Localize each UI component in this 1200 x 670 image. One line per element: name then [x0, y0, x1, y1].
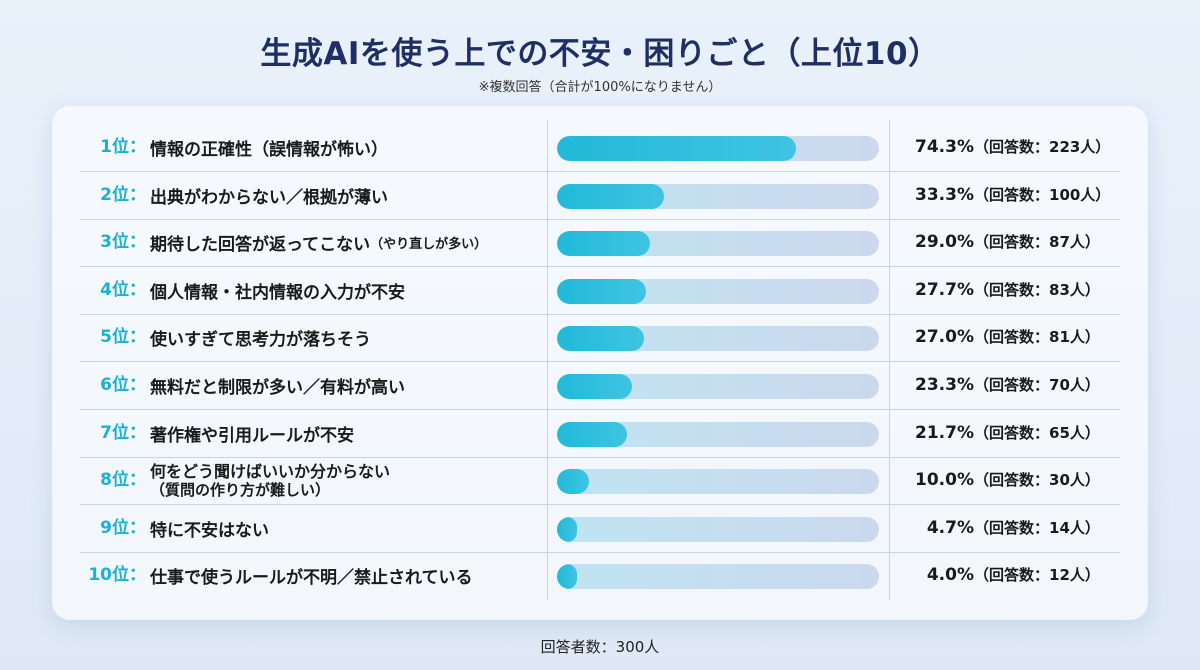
bar-row: 1位： 情報の正確性（誤情報が怖い） 74.3% （回答数：223人） — [80, 124, 1120, 172]
bar — [557, 374, 633, 399]
rank-label: 7位： — [100, 422, 146, 443]
bar — [557, 469, 590, 495]
category-label-text: 特に不安はない — [150, 520, 269, 541]
category-label-text: 無料だと制限が多い／有料が高い — [150, 378, 405, 398]
category-label: 個人情報・社内情報の入力が不安 — [150, 267, 550, 314]
bar-row: 6位： 無料だと制限が多い／有料が高い 23.3% （回答数：70人） — [80, 362, 1120, 410]
bar-track — [557, 136, 879, 161]
rank-label: 8位： — [100, 470, 146, 491]
value-percent: 74.3% — [915, 137, 974, 157]
rank-label: 4位： — [100, 279, 146, 300]
rank-label: 3位： — [100, 232, 146, 253]
value-count: （回答数：14人） — [974, 518, 1100, 537]
value-percent: 4.0% — [926, 565, 974, 586]
category-label: 何をどう聞けばいいか分からない （質問の作り方が難しい） — [150, 457, 550, 504]
bar-track — [557, 374, 879, 399]
rank-label: 9位： — [100, 517, 146, 538]
category-label: 出典がわからない／根拠が薄い — [150, 172, 550, 219]
category-label-text: 何をどう聞けばいいか分からない — [150, 461, 391, 481]
value-percent: 29.0% — [915, 232, 974, 253]
column-divider-values — [889, 120, 890, 600]
rank-label: 6位： — [100, 375, 146, 395]
rank-label: 10位： — [88, 565, 146, 586]
bar — [557, 183, 665, 209]
value-count: （回答数：65人） — [974, 423, 1100, 442]
category-label-text: 期待した回答が返ってこない — [150, 235, 371, 256]
category-label: 著作権や引用ルールが不安 — [150, 410, 550, 457]
category-label-note: （やり直しが多い） — [370, 237, 488, 253]
value-count: （回答数：70人） — [974, 376, 1100, 394]
value-percent: 27.0% — [915, 327, 974, 348]
respondent-count: 回答者数：300人 — [540, 638, 660, 656]
bar-track — [557, 231, 879, 257]
rank-label: 1位： — [100, 137, 146, 157]
bar-track — [557, 278, 879, 304]
bar — [557, 421, 627, 447]
value-count: （回答数：87人） — [974, 233, 1100, 252]
category-label-text: 個人情報・社内情報の入力が不安 — [150, 282, 405, 303]
bar-track — [557, 183, 879, 209]
bar — [557, 326, 644, 352]
column-divider-bars — [547, 120, 548, 600]
value-percent: 10.0% — [915, 470, 974, 491]
value-percent: 27.7% — [915, 279, 974, 300]
bar-track — [557, 469, 879, 495]
bar-row: 10位： 仕事で使うルールが不明／禁止されている 4.0% （回答数：12人） — [80, 552, 1120, 599]
bar-row: 8位： 何をどう聞けばいいか分からない （質問の作り方が難しい） 10.0% （回答数：… — [80, 457, 1120, 506]
bar-track — [557, 326, 879, 352]
bar-row: 7位： 著作権や引用ルールが不安 21.7% （回答数：65人） — [80, 410, 1120, 458]
bar-row: 5位： 使いすぎて思考力が落ちそう 27.0% （回答数：81人） — [80, 314, 1120, 363]
bar-track — [557, 516, 879, 542]
value-count: （回答数：100人） — [974, 185, 1111, 204]
bar-row: 3位： 期待した回答が返ってこない （やり直しが多い） 29.0% （回答数：87人） — [80, 219, 1120, 268]
value-percent: 23.3% — [915, 375, 974, 395]
category-label-text: 仕事で使うルールが不明／禁止されている — [150, 568, 473, 589]
bar-track — [557, 421, 879, 447]
category-label: 期待した回答が返ってこない （やり直しが多い） — [150, 219, 550, 266]
bar-row: 4位： 個人情報・社内情報の入力が不安 27.7% （回答数：83人） — [80, 267, 1120, 315]
value-count: （回答数：83人） — [974, 280, 1100, 299]
bar — [557, 516, 577, 542]
category-label-text: 出典がわからない／根拠が薄い — [150, 187, 388, 208]
bar — [557, 278, 647, 304]
category-label: 情報の正確性（誤情報が怖い） — [150, 124, 550, 171]
value-count: （回答数：12人） — [974, 566, 1100, 585]
bar — [557, 136, 797, 161]
value-count: （回答数：81人） — [974, 328, 1100, 347]
category-label: 特に不安はない — [150, 505, 550, 552]
category-label-text: 情報の正確性（誤情報が怖い） — [150, 140, 388, 160]
chart-title: 生成AIを使う上での不安・困りごと（上位10） — [260, 36, 940, 72]
chart-subtitle: ※複数回答（合計が100%になりません） — [478, 80, 722, 95]
value-count: （回答数：30人） — [974, 471, 1100, 490]
bar-row: 9位： 特に不安はない 4.7% （回答数：14人） — [80, 505, 1120, 553]
category-label: 使いすぎて思考力が落ちそう — [150, 314, 550, 361]
value-percent: 33.3% — [915, 184, 974, 205]
category-label: 仕事で使うルールが不明／禁止されている — [150, 552, 550, 599]
value-percent: 4.7% — [926, 517, 974, 538]
bar-track — [557, 564, 879, 590]
rank-label: 5位： — [100, 327, 146, 348]
rank-label: 2位： — [100, 184, 146, 205]
value-percent: 21.7% — [915, 422, 974, 443]
category-label-text: 使いすぎて思考力が落ちそう — [150, 330, 371, 351]
category-label: 無料だと制限が多い／有料が高い — [150, 362, 550, 409]
category-label-text: 著作権や引用ルールが不安 — [150, 425, 354, 446]
category-label-line2: （質問の作り方が難しい） — [150, 480, 331, 499]
bar-row: 2位： 出典がわからない／根拠が薄い 33.3% （回答数：100人） — [80, 172, 1120, 220]
bar — [557, 231, 651, 257]
value-count: （回答数：223人） — [974, 138, 1111, 156]
bar — [557, 564, 577, 590]
